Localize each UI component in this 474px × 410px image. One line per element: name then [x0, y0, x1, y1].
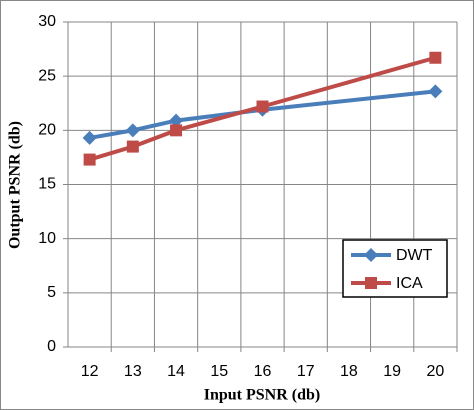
- x-tick-label: 14: [167, 363, 185, 380]
- marker: [169, 113, 184, 128]
- marker: [429, 51, 442, 64]
- x-axis-title: Input PSNR (db): [204, 387, 320, 404]
- y-tick-label: 0: [47, 338, 56, 355]
- marker: [170, 124, 183, 137]
- marker: [428, 84, 443, 99]
- y-tick-label: 10: [38, 230, 56, 247]
- legend-label: ICA: [396, 275, 423, 292]
- y-axis-title: Output PSNR (db): [7, 121, 24, 249]
- x-tick-label: 19: [383, 363, 401, 380]
- x-tick-label: 17: [297, 363, 315, 380]
- legend-marker: [364, 248, 378, 262]
- legend-box: [342, 239, 448, 298]
- y-tick-label: 30: [38, 13, 56, 30]
- marker: [125, 123, 140, 138]
- legend-label: DWT: [396, 247, 433, 264]
- marker: [82, 130, 97, 145]
- y-tick-label: 5: [47, 284, 56, 301]
- x-tick-label: 13: [124, 363, 142, 380]
- marker: [126, 140, 139, 153]
- y-tick-label: 20: [38, 122, 56, 139]
- x-tick-label: 20: [426, 363, 444, 380]
- x-tick-label: 16: [254, 363, 272, 380]
- y-tick-label: 25: [38, 67, 56, 84]
- legend-marker: [365, 277, 377, 289]
- y-tick-label: 15: [38, 176, 56, 193]
- marker: [256, 100, 269, 113]
- marker: [83, 153, 96, 166]
- x-tick-label: 18: [340, 363, 358, 380]
- x-tick-label: 12: [81, 363, 99, 380]
- x-tick-label: 15: [210, 363, 228, 380]
